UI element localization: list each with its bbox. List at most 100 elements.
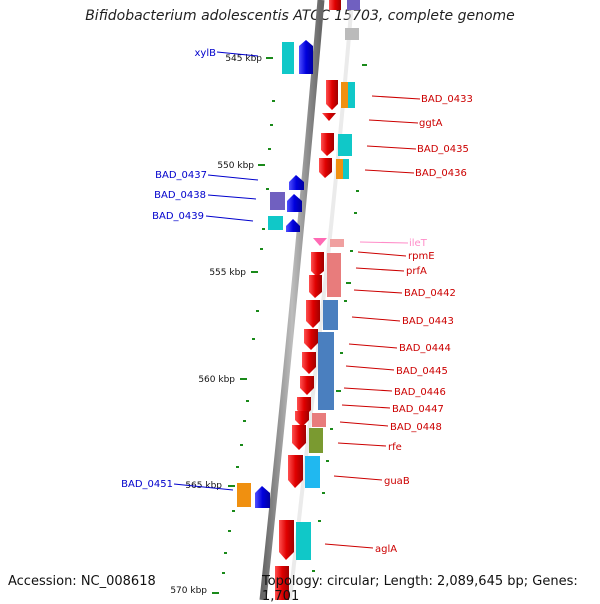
gene-arrow: [275, 566, 289, 600]
gene-label-text: BAD_0447: [392, 404, 444, 415]
gene-label[interactable]: BAD_0445: [345, 365, 448, 377]
cog-block: [343, 159, 349, 179]
cog-block: [338, 134, 352, 156]
gene-label[interactable]: xylB: [195, 48, 259, 59]
gene-arrow: [311, 252, 324, 277]
gene-arrow: [309, 275, 322, 298]
gene-arrow: [289, 175, 304, 190]
feature-block: [345, 28, 359, 40]
cog-block: [323, 300, 338, 330]
scale-tick-label: 565 kbp: [185, 481, 222, 491]
forward-labels: BAD_0433 ggtA BAD_0435 BAD_0436 ileT rpm…: [324, 94, 473, 555]
scale-tick: 565 kbp: [185, 481, 235, 491]
gene-label[interactable]: rfe: [337, 442, 402, 453]
gene-label-text: BAD_0451: [121, 479, 173, 490]
gene-label[interactable]: BAD_0435: [366, 144, 469, 155]
gene-arrow: [302, 352, 316, 374]
gc-skew-dots-right: [312, 64, 367, 572]
gene-arrow: [292, 425, 306, 450]
gene-label-text: BAD_0443: [402, 316, 454, 327]
gene-label[interactable]: prfA: [355, 266, 427, 277]
gene-label-text: ggtA: [419, 118, 443, 129]
gene-label[interactable]: ggtA: [368, 118, 443, 129]
gene-arrow: [326, 80, 338, 110]
gene-label-text: aglA: [375, 544, 397, 555]
gene-arrow: [279, 520, 294, 560]
gene-arrow: [255, 486, 270, 508]
scale-tick: 560 kbp: [198, 375, 247, 385]
backbone: [259, 0, 325, 600]
gene-label[interactable]: guaB: [333, 475, 410, 487]
gene-label-text: BAD_0435: [417, 144, 469, 155]
gene-label-text: BAD_0448: [390, 422, 442, 433]
cog-block: [348, 82, 355, 108]
gene-label-text: BAD_0437: [155, 170, 207, 181]
gene-arrow: [300, 376, 314, 395]
gene-label[interactable]: BAD_0451: [121, 479, 234, 491]
gene-label[interactable]: BAD_0439: [152, 211, 254, 222]
gene-arrow: [304, 329, 318, 350]
scale-tick-label: 555 kbp: [209, 268, 246, 278]
reverse-labels: xylB BAD_0437 BAD_0438 BAD_0439 BAD_0451: [121, 48, 259, 491]
feature-block: [329, 0, 341, 10]
gene-label[interactable]: BAD_0448: [339, 421, 442, 433]
gene-label[interactable]: ileT: [359, 238, 428, 249]
gene-label-text: rpmE: [408, 251, 435, 262]
gene-label[interactable]: aglA: [324, 543, 397, 555]
cog-block: [327, 253, 341, 297]
cog-block: [312, 413, 326, 427]
gene-label-text: BAD_0436: [415, 168, 467, 179]
gene-arrow: [288, 455, 303, 488]
cog-block: [268, 216, 283, 230]
gene-arrows-forward: [275, 80, 355, 600]
gene-label[interactable]: BAD_0443: [351, 316, 454, 327]
gene-arrow: [306, 300, 320, 328]
gene-label[interactable]: rpmE: [357, 251, 435, 262]
gene-label-text: BAD_0433: [421, 94, 473, 105]
scale-tick: 570 kbp: [170, 586, 219, 596]
gene-label-text: prfA: [406, 266, 427, 277]
gene-arrow: [286, 219, 300, 232]
gene-label[interactable]: BAD_0433: [371, 94, 473, 105]
accession-text: Accession: NC_008618: [8, 574, 156, 589]
cog-block: [341, 82, 348, 108]
gene-label-text: BAD_0444: [399, 343, 451, 354]
scale-tick: 550 kbp: [217, 161, 265, 171]
gene-label[interactable]: BAD_0447: [341, 404, 444, 415]
gene-label[interactable]: BAD_0446: [343, 387, 446, 398]
gene-label[interactable]: BAD_0444: [348, 343, 451, 354]
gene-arrows-reverse: [237, 40, 313, 508]
gene-arrow: [295, 411, 309, 427]
gene-label[interactable]: BAD_0436: [364, 168, 467, 179]
cog-block: [305, 456, 320, 488]
gene-label-text: ileT: [409, 238, 428, 249]
cog-block: [330, 239, 344, 247]
scale-tick: 545 kbp: [225, 54, 273, 64]
scale-tick: 555 kbp: [209, 268, 258, 278]
cog-block: [270, 192, 285, 210]
gc-skew-dots-left: [222, 100, 275, 574]
scale-ticks: 545 kbp 550 kbp 555 kbp 560 kbp 565 kbp …: [170, 54, 273, 596]
scale-tick-label: 550 kbp: [217, 161, 254, 171]
gene-label-text: guaB: [384, 476, 410, 487]
gc-skew-track: [222, 64, 367, 574]
gene-arrow: [322, 113, 336, 121]
gene-label-text: BAD_0442: [404, 288, 456, 299]
gene-label[interactable]: BAD_0438: [154, 190, 257, 201]
cog-block: [309, 428, 323, 453]
gene-label[interactable]: BAD_0437: [155, 170, 259, 181]
gene-label-text: rfe: [388, 442, 402, 453]
gene-label-text: BAD_0446: [394, 387, 446, 398]
scale-tick-label: 560 kbp: [198, 375, 235, 385]
map-title: Bifidobacterium adolescentis ATCC 15703,…: [85, 8, 515, 24]
gene-label[interactable]: BAD_0442: [353, 288, 456, 299]
gene-label-text: BAD_0438: [154, 190, 206, 201]
gene-arrow: [319, 158, 332, 178]
cog-block: [318, 332, 334, 410]
gene-arrow: [287, 194, 302, 212]
gene-arrow: [321, 133, 334, 156]
cog-block: [296, 522, 311, 560]
gene-label-text: BAD_0439: [152, 211, 204, 222]
cog-block: [336, 159, 343, 179]
